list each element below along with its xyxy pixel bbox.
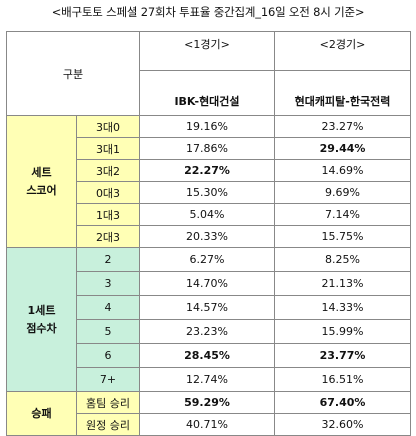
- match1-rate: 22.27%: [139, 159, 275, 182]
- match1-rate: 23.23%: [139, 319, 275, 344]
- match2-rate: 32.60%: [274, 413, 411, 436]
- table-row: 7+ 12.74% 16.51%: [7, 367, 411, 392]
- match1-rate: 6.27%: [139, 247, 275, 272]
- match2-rate: 15.75%: [274, 225, 411, 248]
- row-label: 5: [76, 319, 140, 344]
- match1-rate: 14.57%: [139, 295, 275, 320]
- gubun-header: 구분: [6, 31, 140, 116]
- match2-rate: 29.44%: [274, 137, 411, 160]
- match1-rate: 15.30%: [139, 181, 275, 204]
- match1-rate: 14.70%: [139, 271, 275, 296]
- match2-rate: 67.40%: [274, 391, 411, 414]
- row-label: 3대0: [76, 115, 140, 138]
- table-row: 6 28.45% 23.77%: [7, 343, 411, 368]
- table-row: 3 14.70% 21.13%: [7, 271, 411, 296]
- category-label-line1: 세트: [31, 165, 52, 179]
- category-label-line1: 1세트: [27, 303, 56, 317]
- match2-rate: 23.27%: [274, 115, 411, 138]
- row-label: 3대1: [76, 137, 140, 160]
- match1-rate: 28.45%: [139, 343, 275, 368]
- match2-rate: 14.33%: [274, 295, 411, 320]
- category-label-line2: 스코어: [26, 183, 57, 197]
- table-row: 승패 홈팀 승리 59.29% 67.40%: [6, 391, 411, 436]
- match2-rate: 16.51%: [274, 367, 411, 392]
- match2-rate: 14.69%: [274, 159, 411, 182]
- match1-rate: 40.71%: [139, 413, 275, 436]
- row-label: 4: [76, 295, 140, 320]
- table-row: 세트 스코어 3대0 19.16% 23.27%: [6, 115, 411, 248]
- match2-rate: 15.99%: [274, 319, 411, 344]
- table-row: 1대3 5.04% 7.14%: [7, 203, 411, 226]
- match2-rate: 8.25%: [274, 247, 411, 272]
- match2-header: <2경기>: [274, 31, 411, 71]
- match1-rate: 17.86%: [139, 137, 275, 160]
- team1-header: IBK-현대건설: [139, 70, 275, 116]
- team2-header: 현대캐피탈-한국전력: [274, 70, 411, 116]
- table-row: 4 14.57% 14.33%: [7, 295, 411, 320]
- row-label: 7+: [76, 367, 140, 392]
- row-label: 3: [76, 271, 140, 296]
- table-row: 1세트 점수차 2 6.27% 8.25%: [6, 247, 411, 392]
- match1-rate: 59.29%: [139, 391, 275, 414]
- table-row: 2대3 20.33% 15.75%: [7, 225, 411, 248]
- match1-rate: 20.33%: [139, 225, 275, 248]
- row-label: 3대2: [76, 159, 140, 182]
- table-row: 5 23.23% 15.99%: [7, 319, 411, 344]
- row-label: 홈팀 승리: [76, 391, 140, 414]
- row-label: 6: [76, 343, 140, 368]
- row-label: 1대3: [76, 203, 140, 226]
- match1-rate: 12.74%: [139, 367, 275, 392]
- match1-rate: 5.04%: [139, 203, 275, 226]
- category-label-line1: 승패: [31, 406, 52, 420]
- match1-header: <1경기>: [139, 31, 275, 71]
- match2-rate: 21.13%: [274, 271, 411, 296]
- match2-rate: 7.14%: [274, 203, 411, 226]
- category-label-line2: 점수차: [26, 321, 57, 335]
- row-label: 2: [76, 247, 140, 272]
- row-label: 0대3: [76, 181, 140, 204]
- page-title: <배구토토 스페셜 27회차 투표율 중간집계_16일 오전 8시 기준>: [51, 5, 365, 19]
- win-loss-category: 승패: [6, 391, 77, 436]
- table-row: 3대2 22.27% 14.69%: [7, 159, 411, 182]
- table-row: 3대1 17.86% 29.44%: [7, 137, 411, 160]
- row-label: 2대3: [76, 225, 140, 248]
- match1-rate: 19.16%: [139, 115, 275, 138]
- match2-rate: 9.69%: [274, 181, 411, 204]
- row-label: 원정 승리: [76, 413, 140, 436]
- match2-rate: 23.77%: [274, 343, 411, 368]
